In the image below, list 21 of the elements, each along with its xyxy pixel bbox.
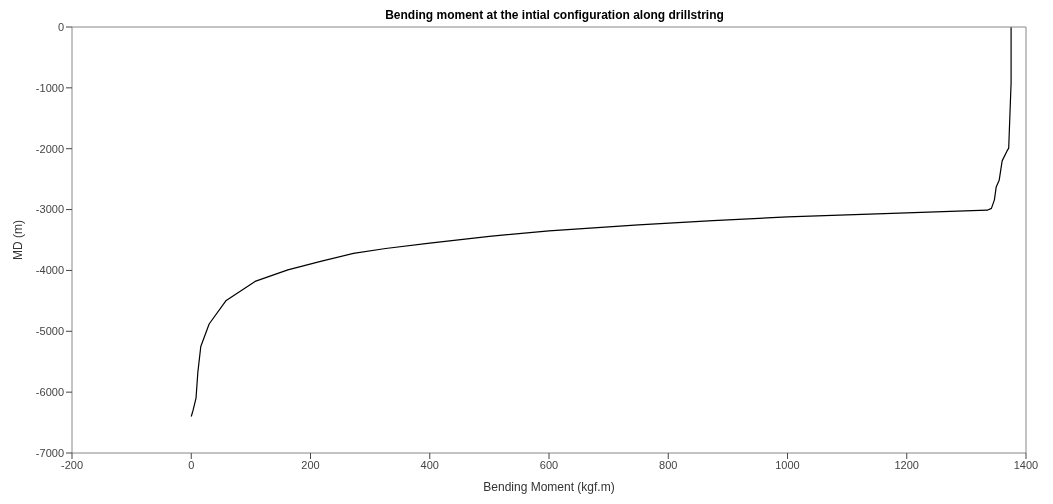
x-tick-label: 400 [420,458,439,471]
x-tick-label: 800 [659,458,678,471]
x-tick-label: 600 [539,458,559,471]
x-tick-label: -200 [60,458,84,471]
line-series [190,27,1012,418]
y-tick-label: -2000 [35,142,64,155]
x-axis-title: Bending Moment (kgf.m) [483,480,615,494]
y-tick-label: 0 [57,20,64,33]
x-tick-label: 1200 [894,458,919,471]
y-tick-label: -3000 [35,203,64,216]
y-tick-label: -7000 [35,446,64,459]
x-tick-label: 0 [188,458,195,471]
x-tick-label: 1000 [775,458,800,471]
x-tick-label: 200 [301,458,320,471]
y-tick-label: -6000 [35,386,64,399]
chart-title: Bending moment at the intial configuration along drillstring [384,8,725,22]
y-axis-title: MD (m) [11,220,26,260]
y-tick-label: -4000 [35,264,64,277]
x-tick-label: 1400 [1013,458,1039,471]
y-tick-label: -1000 [35,81,64,94]
y-tick-label: -5000 [35,325,64,338]
